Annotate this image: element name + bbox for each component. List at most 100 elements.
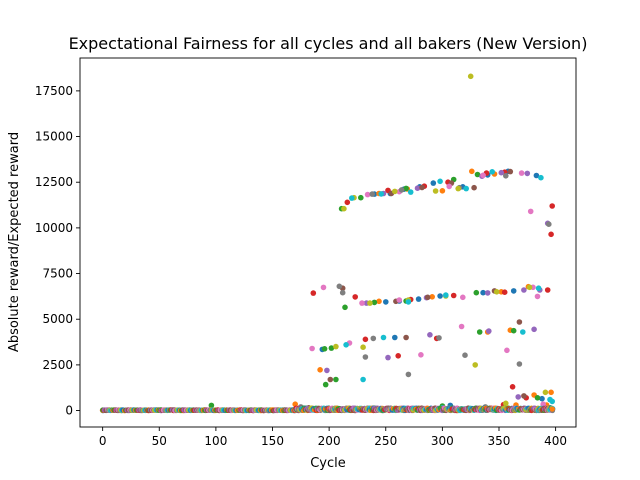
data-point: [516, 361, 523, 367]
x-axis-label: Cycle: [310, 456, 346, 471]
data-point: [352, 294, 359, 300]
x-tick-label: 200: [318, 434, 341, 448]
data-point: [544, 287, 551, 293]
data-point: [370, 335, 377, 342]
data-point: [548, 231, 554, 238]
data-point: [336, 283, 343, 290]
data-point: [480, 172, 486, 179]
data-point: [383, 299, 389, 305]
series-3: [310, 169, 555, 408]
data-point: [378, 191, 385, 197]
data-point: [371, 299, 378, 306]
data-point: [376, 298, 382, 305]
data-point: [503, 400, 509, 407]
data-point: [510, 327, 517, 334]
data-point: [463, 185, 470, 192]
data-point: [418, 352, 424, 358]
data-point: [343, 342, 349, 348]
data-point: [324, 367, 330, 374]
data-point: [538, 174, 544, 181]
data-point: [349, 195, 355, 201]
dense-baseline-points: [99, 405, 556, 414]
data-point: [515, 394, 521, 400]
data-point: [429, 294, 436, 300]
data-point: [436, 335, 442, 341]
y-tick-label: 5000: [42, 312, 73, 326]
y-axis-label: Absolute reward/Expected reward: [7, 132, 22, 352]
data-point: [208, 402, 215, 409]
data-point: [309, 345, 315, 352]
data-point: [518, 170, 525, 176]
data-point: [385, 354, 391, 361]
x-tick-label: 400: [544, 434, 567, 448]
data-point: [339, 289, 346, 296]
data-point: [333, 376, 339, 383]
data-point: [521, 393, 527, 399]
series-1: [292, 168, 554, 408]
data-points: [208, 73, 555, 412]
data-point: [403, 185, 409, 192]
data-point: [546, 221, 552, 227]
series-4: [324, 169, 551, 400]
data-point: [344, 199, 351, 206]
data-point: [493, 289, 500, 295]
data-point: [524, 170, 531, 177]
data-point: [501, 289, 508, 296]
data-point: [432, 188, 439, 194]
data-point: [548, 389, 554, 396]
data-point: [437, 178, 443, 185]
x-tick-label: 50: [152, 434, 167, 448]
y-axis: 0 2500 5000 7500 10000 12500 15000 17500: [35, 84, 80, 418]
data-point: [310, 290, 317, 296]
data-point: [473, 289, 480, 296]
data-point: [504, 347, 510, 354]
data-point: [460, 294, 466, 301]
series-6: [309, 170, 546, 408]
data-point: [516, 319, 523, 325]
data-point: [458, 323, 465, 330]
data-point: [527, 208, 534, 215]
data-point: [526, 284, 533, 291]
data-point: [486, 328, 492, 334]
data-point: [472, 362, 479, 368]
data-point: [467, 73, 474, 80]
data-point: [503, 173, 509, 179]
data-point: [398, 187, 405, 193]
data-point: [507, 168, 514, 175]
data-point: [415, 296, 422, 302]
data-point: [450, 292, 457, 299]
data-point: [446, 183, 453, 190]
data-point: [469, 168, 475, 175]
data-point: [359, 300, 365, 306]
y-tick-label: 17500: [35, 84, 73, 98]
y-tick-label: 12500: [35, 175, 73, 189]
data-point: [542, 389, 549, 396]
data-point: [328, 345, 335, 351]
data-point: [549, 203, 555, 209]
y-tick-label: 10000: [35, 221, 73, 235]
data-point: [414, 185, 421, 191]
data-point: [405, 299, 412, 305]
data-point: [424, 294, 431, 301]
data-point: [362, 354, 369, 360]
series-5: [305, 168, 527, 411]
data-point: [521, 287, 527, 293]
y-tick-label: 7500: [42, 267, 73, 281]
data-point: [407, 189, 414, 195]
data-point: [322, 381, 329, 388]
data-point: [471, 184, 477, 191]
data-point: [534, 395, 541, 401]
data-point: [534, 293, 541, 300]
y-tick-label: 15000: [35, 130, 73, 144]
x-axis: 0 50 100 150 200 250 300 350 400: [99, 427, 567, 448]
data-point: [427, 332, 433, 338]
data-point: [380, 334, 387, 341]
data-point: [484, 290, 491, 296]
data-point: [321, 346, 328, 352]
data-point: [367, 300, 373, 306]
baseline-point: [549, 406, 556, 412]
data-point: [533, 172, 540, 179]
y-tick-label: 2500: [42, 358, 73, 372]
data-point: [443, 292, 449, 298]
